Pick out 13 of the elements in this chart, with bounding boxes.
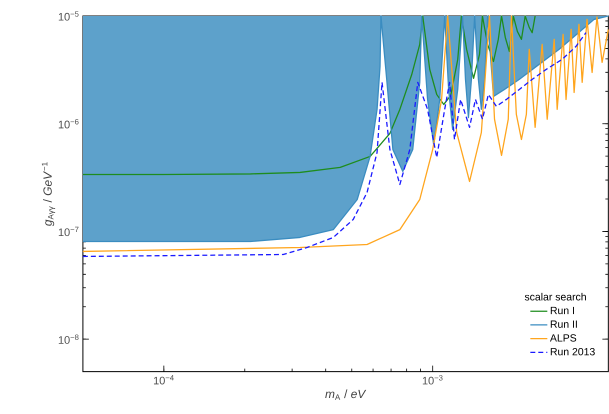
x-tick-label: 10$^{−4}$ [154,375,174,385]
legend-label: ALPS [550,334,576,342]
legend-label: Run I [550,307,574,314]
y-tick-label: 10$^{−6}$ [58,119,79,129]
legend-title: scalar search [524,293,586,301]
y-tick-label: 10$^{−7}$ [58,226,78,236]
y-axis-title: g$_{Aγγ}$ / GeV$^{−1}$ [42,162,56,226]
y-tick-label: 10$^{−8}$ [58,334,79,344]
x-tick-label: 10$^{−3}$ [422,375,443,385]
x-axis-title: m$_{A}$ / eV [325,390,366,400]
y-tick-label: 10$^{−5}$ [58,12,79,21]
legend-label: Run 2013 [550,348,595,356]
legend-label: Run II [550,320,577,328]
